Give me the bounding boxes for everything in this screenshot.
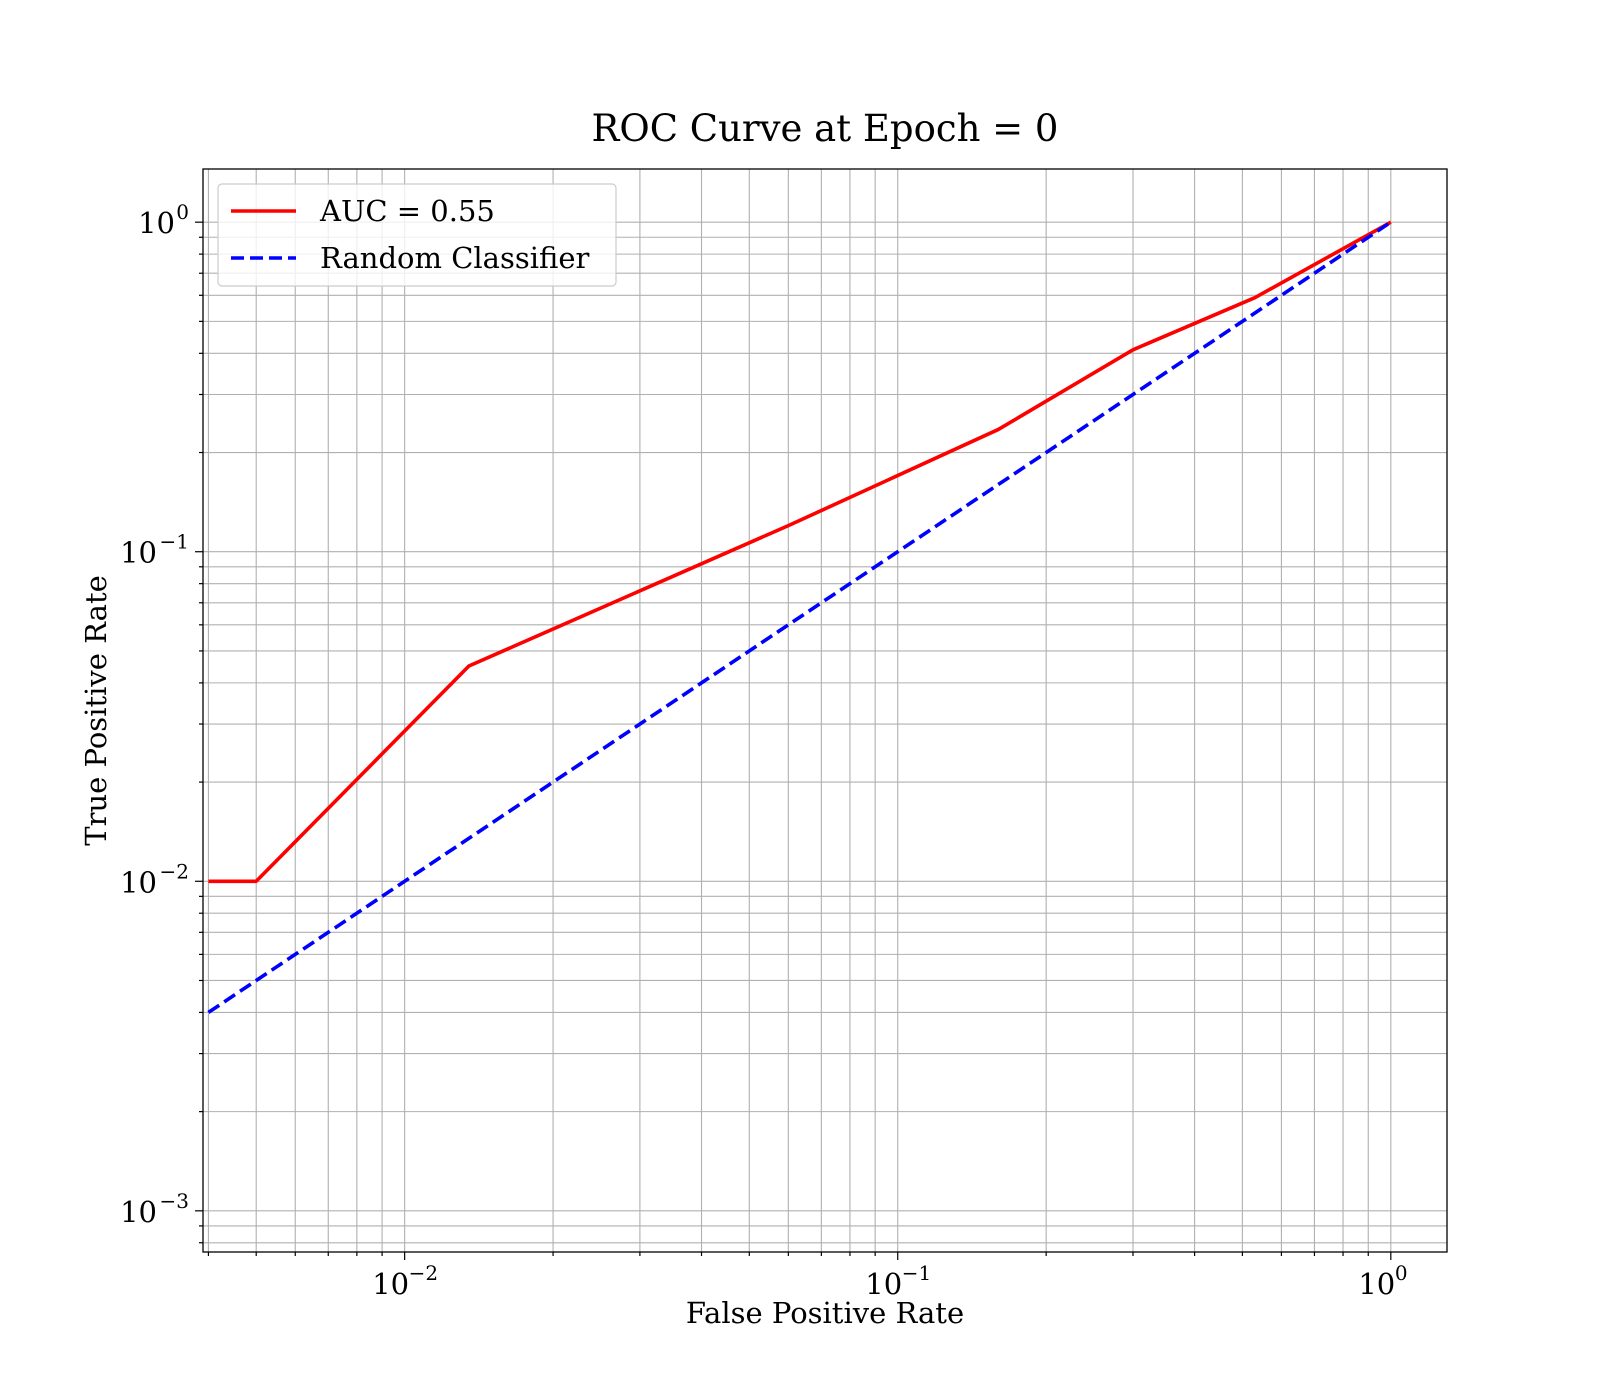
legend-label-0: AUC = 0.55 — [319, 194, 495, 228]
x-tick-exponent: −2 — [409, 1261, 438, 1285]
x-tick-exponent: −1 — [902, 1261, 931, 1285]
legend-box — [217, 183, 617, 287]
series-line-0 — [208, 220, 1392, 884]
x-tick-label: 10 — [372, 1267, 409, 1301]
y-tick-label: 10 — [138, 206, 175, 240]
y-tick-label: 10 — [120, 865, 157, 899]
legend: AUC = 0.55 Random Classifier — [217, 183, 617, 287]
y-axis-label: True Positive Rate — [79, 575, 113, 846]
plot-frame — [202, 168, 1448, 1253]
y-tick-exponent: −3 — [160, 1189, 189, 1213]
series-layer — [207, 220, 1392, 1014]
y-tick-label: 10 — [120, 1195, 157, 1229]
y-tick-exponent: −1 — [160, 530, 189, 554]
x-tick-label: 10 — [865, 1267, 902, 1301]
y-tick-exponent: −2 — [160, 859, 189, 883]
x-tick-exponent: 0 — [1395, 1261, 1408, 1285]
legend-label-1: Random Classifier — [320, 241, 590, 275]
grid-lines — [203, 169, 1447, 1252]
x-axis-label: False Positive Rate — [686, 1296, 964, 1330]
series-line-1 — [207, 220, 1392, 1014]
chart-title: ROC Curve at Epoch = 0 — [592, 107, 1059, 150]
x-tick-label: 10 — [1358, 1267, 1395, 1301]
y-tick-exponent: 0 — [176, 200, 189, 224]
y-tick-label: 10 — [120, 536, 157, 570]
